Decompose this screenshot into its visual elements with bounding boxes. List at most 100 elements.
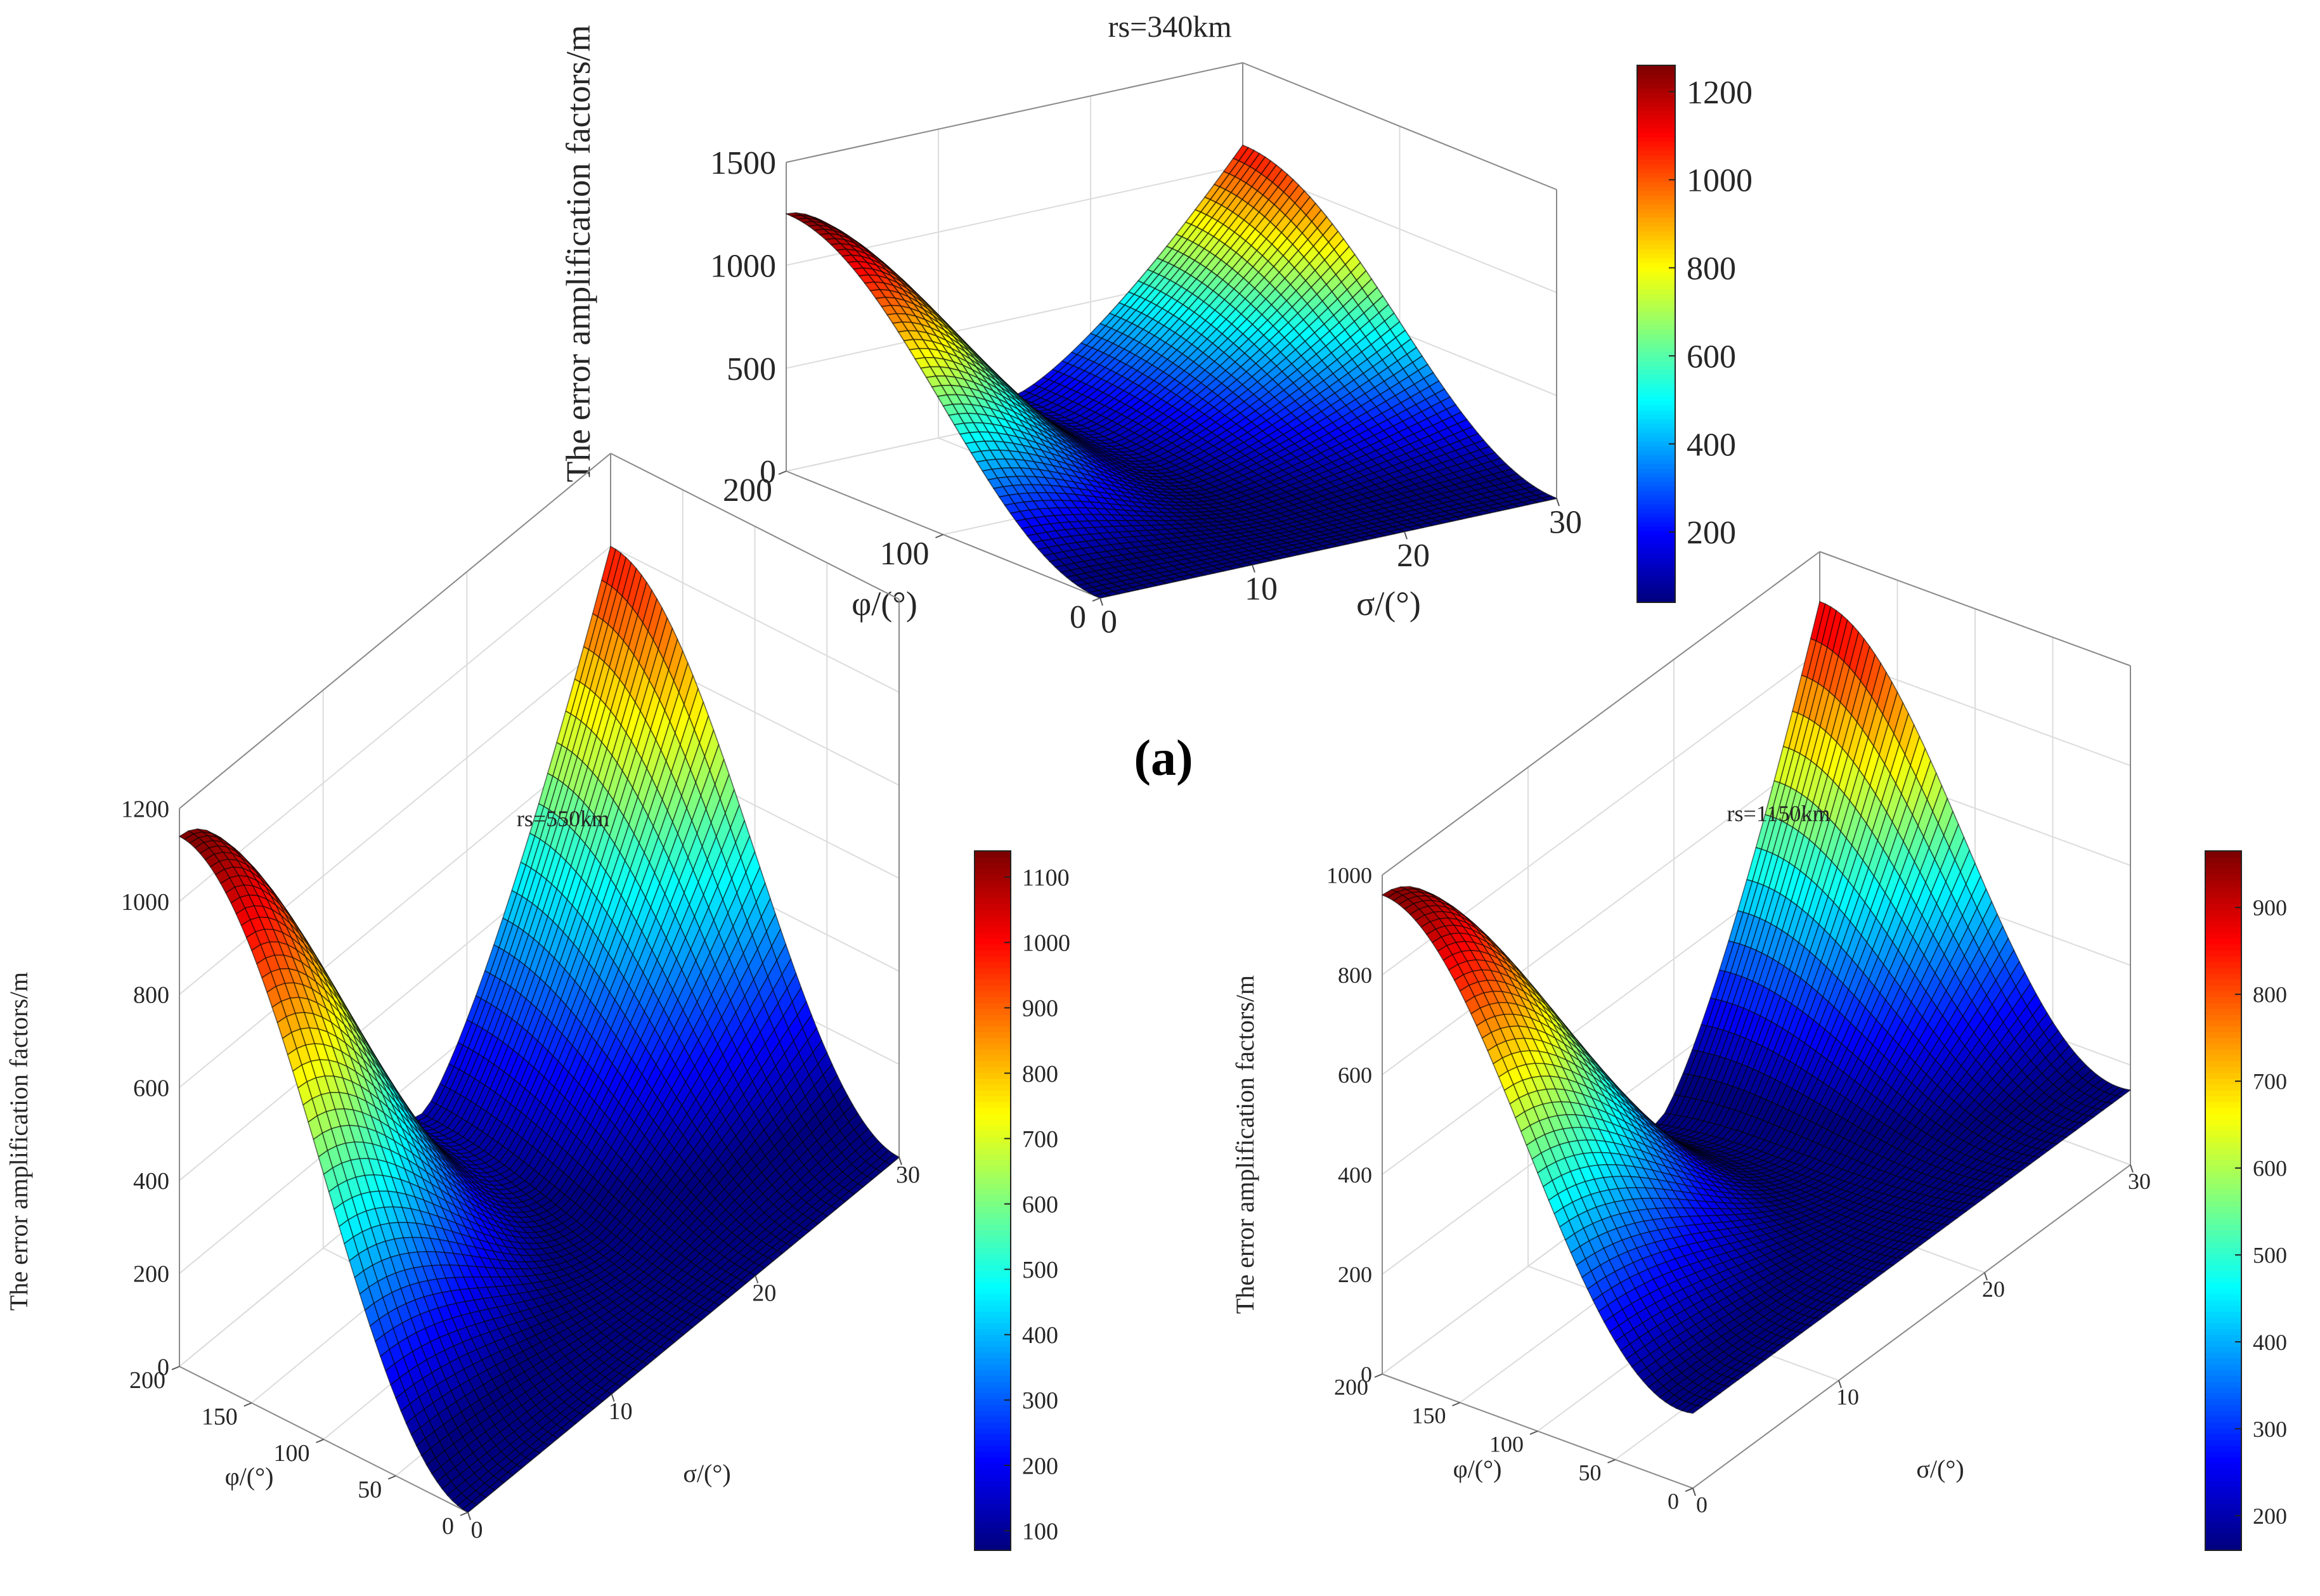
colorbar-segment	[1637, 553, 1675, 559]
colorbar-segment	[1637, 392, 1675, 398]
colorbar-segment	[1637, 190, 1675, 196]
y-tick-label: 20	[1397, 538, 1430, 574]
colorbar-segment	[1637, 199, 1675, 205]
colorbar-segment	[1637, 374, 1675, 379]
colorbar-segment	[1637, 74, 1675, 79]
colorbar-segment	[1637, 155, 1675, 160]
colorbar-segment	[1637, 562, 1675, 568]
surface-mesh	[786, 144, 1557, 599]
colorbar-segment	[1637, 127, 1675, 133]
colorbar-tick-label: 600	[1687, 339, 1736, 375]
colorbar-segment	[1637, 79, 1675, 84]
colorbar-segment	[1637, 517, 1675, 522]
chart-title: rs=340km	[1108, 10, 1231, 44]
colorbar-segment	[1637, 468, 1675, 474]
colorbar-segment	[1637, 566, 1675, 572]
colorbar-segment	[1637, 83, 1675, 89]
colorbar-segment	[1637, 168, 1675, 174]
colorbar-segment	[1637, 544, 1675, 550]
colorbar-segment	[1637, 481, 1675, 487]
colorbar-segment	[1637, 557, 1675, 563]
colorbar-segment	[1637, 593, 1675, 599]
colorbar-segment	[1637, 226, 1675, 231]
colorbar-segment	[1637, 575, 1675, 581]
x-tick-mark	[1092, 597, 1101, 602]
colorbar-segment	[1637, 379, 1675, 384]
colorbar-segment	[1637, 280, 1675, 285]
colorbar-segment	[1637, 571, 1675, 576]
colorbar-segment	[1637, 262, 1675, 268]
colorbar-segment	[1637, 231, 1675, 237]
colorbar-segment	[1637, 164, 1675, 169]
colorbar-segment	[1637, 284, 1675, 290]
z-axis-label: The error amplification factors/m	[559, 25, 597, 482]
y-tick-label: 30	[1549, 505, 1582, 541]
colorbar-segment	[1637, 472, 1675, 478]
colorbar-segment	[1637, 445, 1675, 451]
colorbar-segment	[1637, 136, 1675, 142]
surface-mesh	[179, 545, 900, 1513]
colorbar-segment	[1637, 96, 1675, 102]
x-axis-label: φ/(°)	[852, 585, 917, 623]
colorbar-segment	[1637, 540, 1675, 545]
colorbar-segment	[1637, 464, 1675, 469]
colorbar-segment	[1637, 119, 1675, 124]
colorbar-tick-label: 800	[1687, 251, 1736, 287]
colorbar-segment	[1637, 316, 1675, 321]
colorbar-segment	[1637, 70, 1675, 75]
colorbar-segment	[1637, 159, 1675, 165]
colorbar-segment	[1637, 360, 1675, 366]
colorbar-segment	[1637, 450, 1675, 455]
colorbar-segment	[1637, 298, 1675, 303]
colorbar-segment	[1637, 253, 1675, 259]
colorbar-segment	[1637, 401, 1675, 406]
colorbar-segment	[1637, 132, 1675, 138]
colorbar-segment	[1637, 486, 1675, 491]
colorbar-segment	[1637, 396, 1675, 402]
colorbar-segment	[1637, 217, 1675, 223]
colorbar-segment	[1637, 584, 1675, 590]
colorbar-segment	[1637, 512, 1675, 518]
colorbar-segment	[1637, 548, 1675, 554]
colorbar-segment	[1637, 208, 1675, 214]
colorbar-segment	[1637, 405, 1675, 411]
colorbar-tick-label: 1200	[1687, 75, 1753, 111]
colorbar-segment	[1637, 329, 1675, 335]
colorbar-segment	[1637, 123, 1675, 129]
colorbar-segment	[1637, 249, 1675, 254]
colorbar-segment	[1637, 535, 1675, 540]
colorbar-segment	[1637, 432, 1675, 438]
colorbar-segment	[1637, 307, 1675, 313]
colorbar-segment	[1637, 141, 1675, 146]
colorbar-segment	[1637, 347, 1675, 353]
colorbar-segment	[1637, 222, 1675, 227]
colorbar-segment	[1637, 114, 1675, 120]
x-tick-label: 0	[1070, 599, 1086, 635]
colorbar-segment	[1637, 325, 1675, 330]
colorbar-segment	[1637, 414, 1675, 420]
colorbar-segment	[1637, 181, 1675, 187]
colorbar-segment	[1637, 92, 1675, 98]
colorbar-segment	[1637, 146, 1675, 151]
colorbar-segment	[1637, 244, 1675, 250]
colorbar-segment	[1637, 293, 1675, 299]
y-tick-label: 0	[1101, 604, 1117, 640]
colorbar-segment	[1637, 275, 1675, 281]
colorbar-tick-label: 1000	[1687, 163, 1753, 199]
colorbar-segment	[1637, 499, 1675, 505]
x-tick-mark	[778, 470, 787, 475]
z-tick-label: 1500	[710, 145, 776, 181]
y-tick-label: 10	[1245, 571, 1278, 607]
colorbar-segment	[1637, 195, 1675, 200]
x-tick-label: 200	[723, 472, 772, 509]
colorbar-segment	[1637, 508, 1675, 514]
colorbar-segment	[1637, 110, 1675, 115]
z-tick-label: 500	[727, 351, 776, 387]
colorbar-segment	[1637, 101, 1675, 107]
colorbar-segment	[1637, 580, 1675, 585]
colorbar-segment	[1637, 235, 1675, 241]
colorbar-segment	[1637, 459, 1675, 464]
